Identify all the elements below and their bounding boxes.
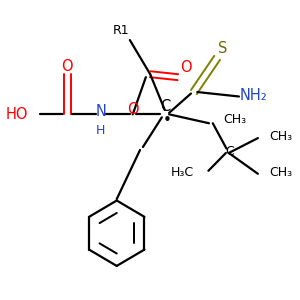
Text: H: H — [96, 124, 105, 137]
Text: O: O — [61, 59, 73, 74]
Text: •: • — [163, 113, 172, 128]
Text: HO: HO — [5, 107, 28, 122]
Text: CH₃: CH₃ — [269, 130, 292, 143]
Text: O: O — [180, 60, 192, 75]
Text: C: C — [160, 99, 170, 114]
Text: O: O — [127, 102, 139, 117]
Text: R1: R1 — [113, 24, 129, 37]
Text: NH₂: NH₂ — [240, 88, 267, 103]
Text: CH₃: CH₃ — [224, 113, 247, 126]
Text: N: N — [95, 104, 106, 119]
Text: S: S — [218, 41, 228, 56]
Text: CH₃: CH₃ — [269, 166, 292, 179]
Text: H₃C: H₃C — [171, 166, 194, 179]
Text: C: C — [225, 145, 234, 158]
